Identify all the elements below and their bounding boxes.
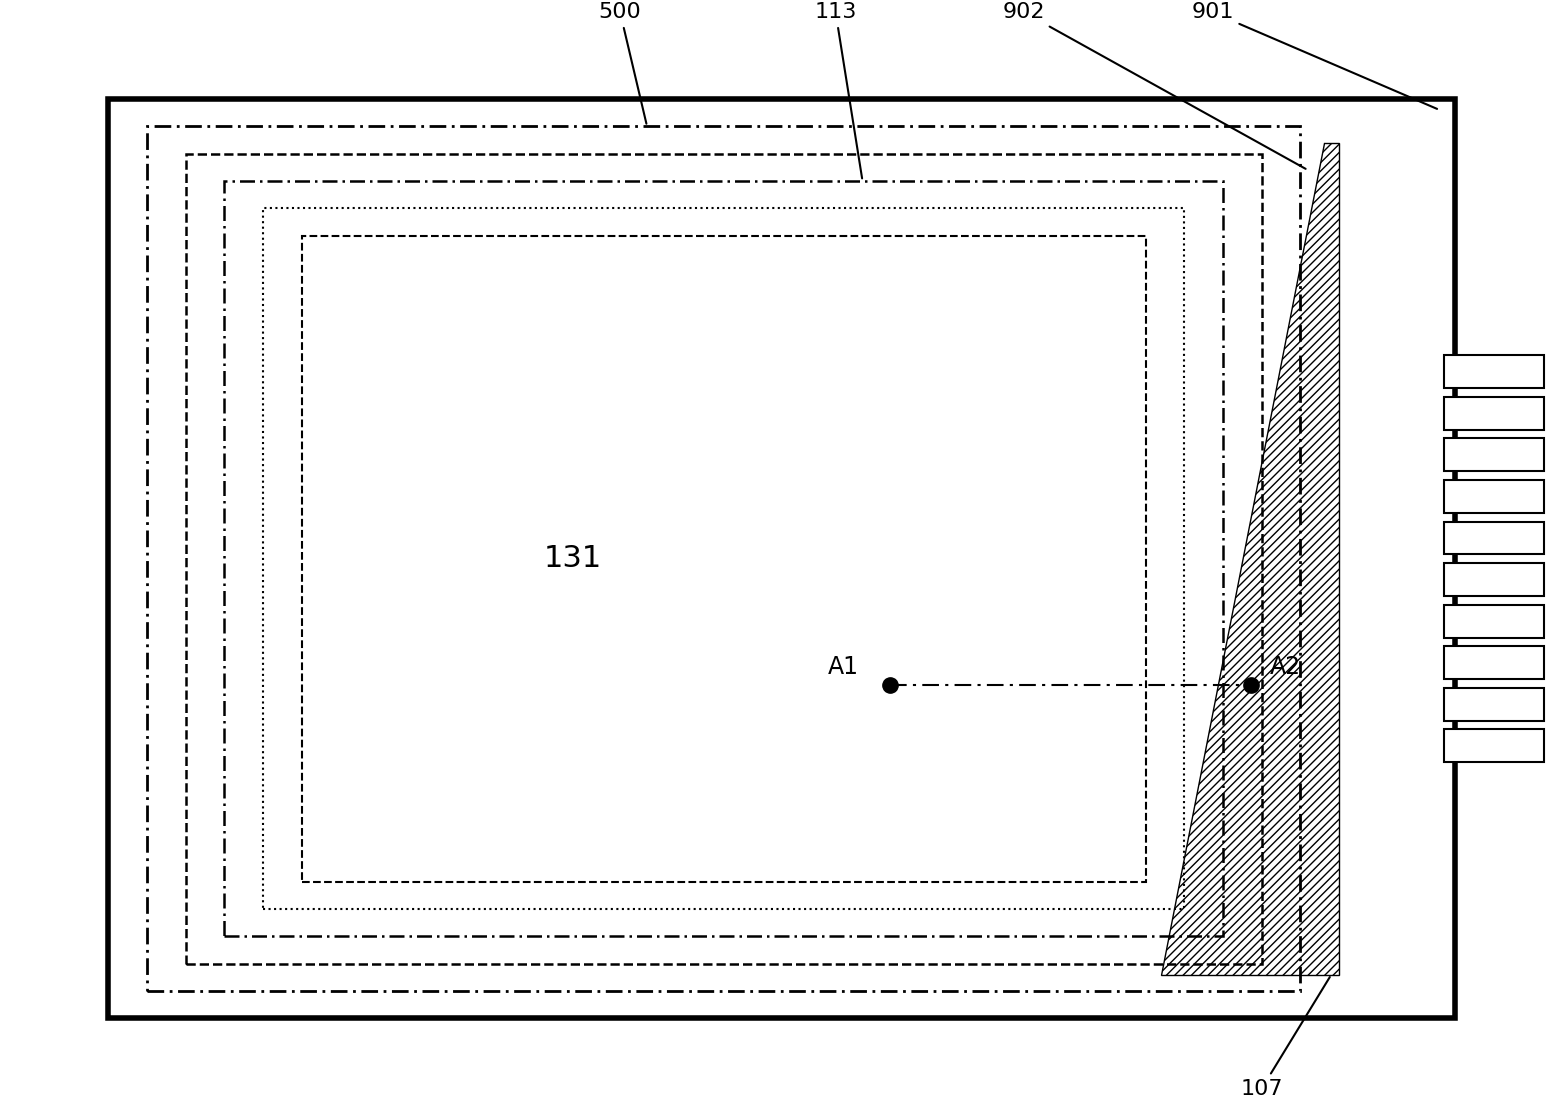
Text: 901: 901 [1192,2,1437,108]
Bar [1443,646,1545,679]
Bar [302,236,1146,881]
Bar [1339,100,1455,1019]
Text: A2: A2 [1269,655,1300,679]
Text: 113: 113 [814,2,862,178]
Bar [108,100,1455,1019]
Bar [1443,563,1545,596]
Bar [1443,522,1545,554]
Bar [263,209,1184,909]
Bar [1443,438,1545,471]
Bar [1443,397,1545,429]
Bar [1443,605,1545,637]
Bar [1443,730,1545,762]
Text: 107: 107 [1240,977,1330,1098]
Bar [1443,355,1545,388]
Text: A1: A1 [828,655,859,679]
Bar [186,154,1262,963]
Text: 902: 902 [1003,2,1305,169]
Bar [224,181,1223,937]
Text: 500: 500 [599,2,647,124]
Bar [1443,688,1545,721]
Bar [1443,480,1545,513]
Text: 131: 131 [543,544,602,573]
Bar [147,126,1300,991]
